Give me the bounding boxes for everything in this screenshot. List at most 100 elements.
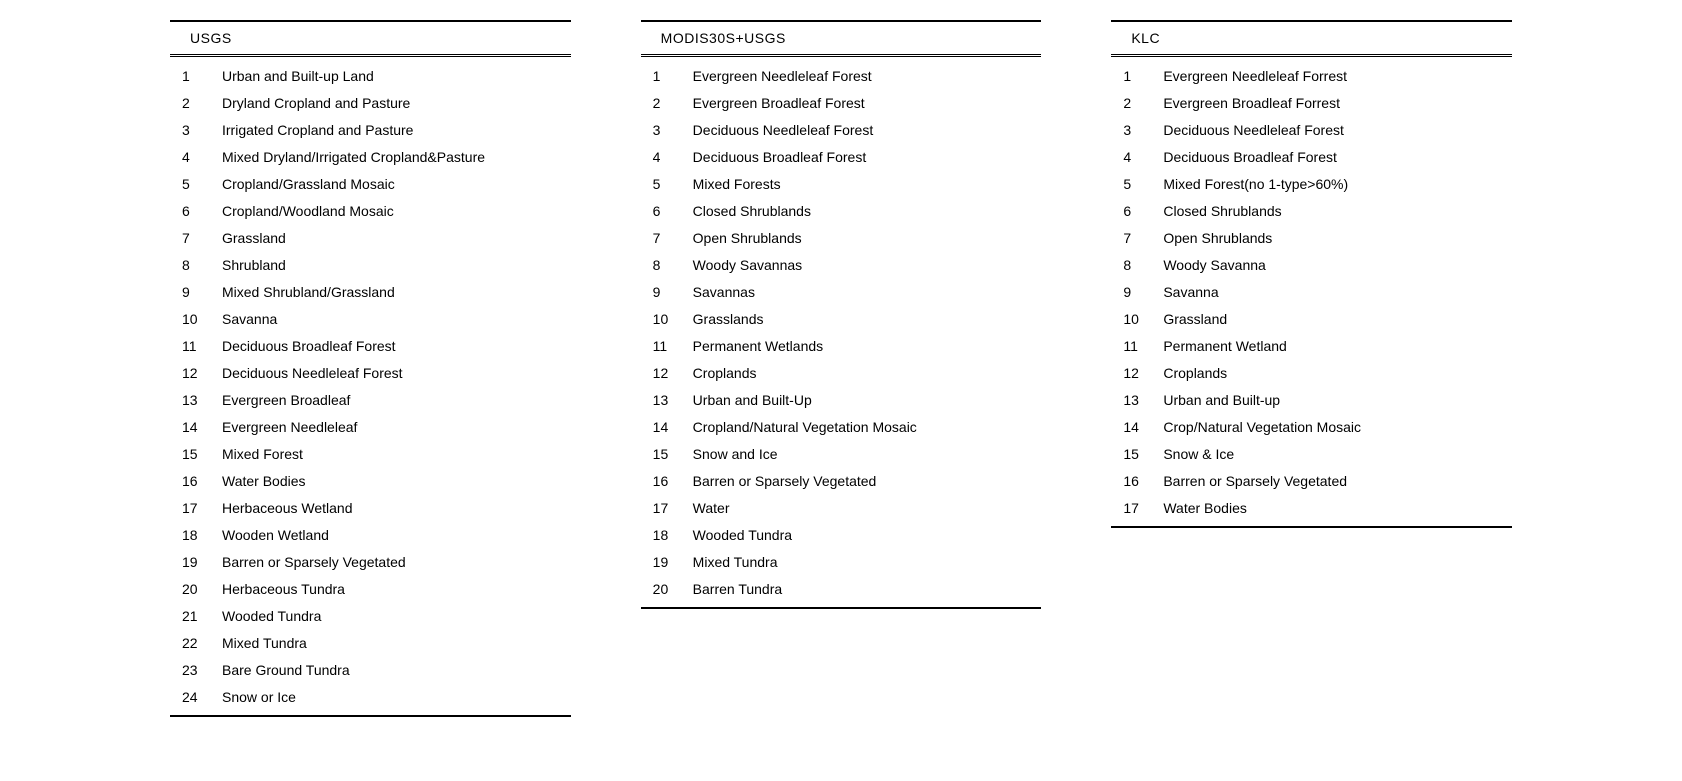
row-index: 8 (649, 255, 693, 276)
table-row: 1Urban and Built-up Land (170, 63, 571, 90)
table-row: 8Shrubland (170, 252, 571, 279)
row-index: 6 (178, 201, 222, 222)
row-label: Urban and Built-up Land (222, 66, 571, 87)
table-row: 13Urban and Built-up (1111, 387, 1512, 414)
table-row: 7Open Shrublands (641, 225, 1042, 252)
row-index: 17 (649, 498, 693, 519)
row-label: Grasslands (693, 309, 1042, 330)
row-index: 4 (649, 147, 693, 168)
row-index: 4 (178, 147, 222, 168)
row-index: 10 (178, 309, 222, 330)
table-row: 19Mixed Tundra (641, 549, 1042, 576)
row-index: 7 (178, 228, 222, 249)
table-row: 21Wooded Tundra (170, 603, 571, 630)
rule-bottom (170, 715, 571, 717)
row-label: Woody Savannas (693, 255, 1042, 276)
row-label: Deciduous Needleleaf Forest (1163, 120, 1512, 141)
row-label: Cropland/Woodland Mosaic (222, 201, 571, 222)
row-index: 24 (178, 687, 222, 708)
row-label: Shrubland (222, 255, 571, 276)
row-index: 11 (178, 336, 222, 357)
row-index: 13 (649, 390, 693, 411)
row-index: 20 (178, 579, 222, 600)
row-index: 9 (1119, 282, 1163, 303)
row-index: 13 (1119, 390, 1163, 411)
table-row: 6Closed Shrublands (1111, 198, 1512, 225)
table-row: 9Mixed Shrubland/Grassland (170, 279, 571, 306)
row-label: Evergreen Needleleaf Forrest (1163, 66, 1512, 87)
row-index: 16 (649, 471, 693, 492)
table-row: 15Snow & Ice (1111, 441, 1512, 468)
row-label: Mixed Tundra (693, 552, 1042, 573)
table-row: 20Herbaceous Tundra (170, 576, 571, 603)
row-label: Wooded Tundra (222, 606, 571, 627)
table-row: 17Herbaceous Wetland (170, 495, 571, 522)
row-label: Mixed Forests (693, 174, 1042, 195)
table-row: 11Permanent Wetland (1111, 333, 1512, 360)
row-label: Water Bodies (1163, 498, 1512, 519)
row-label: Barren or Sparsely Vegetated (222, 552, 571, 573)
rule-double (1111, 54, 1512, 57)
row-label: Grassland (1163, 309, 1512, 330)
row-index: 15 (1119, 444, 1163, 465)
table-title: KLC (1111, 22, 1512, 54)
table-row: 7Open Shrublands (1111, 225, 1512, 252)
row-index: 1 (649, 66, 693, 87)
row-index: 10 (649, 309, 693, 330)
row-label: Snow & Ice (1163, 444, 1512, 465)
row-label: Urban and Built-Up (693, 390, 1042, 411)
table-row: 2Evergreen Broadleaf Forest (641, 90, 1042, 117)
row-label: Deciduous Broadleaf Forest (693, 147, 1042, 168)
row-label: Deciduous Needleleaf Forest (693, 120, 1042, 141)
table-body: 1Urban and Built-up Land2Dryland Croplan… (170, 63, 571, 711)
row-label: Evergreen Broadleaf Forrest (1163, 93, 1512, 114)
row-label: Evergreen Needleleaf (222, 417, 571, 438)
rule-bottom (1111, 526, 1512, 528)
table-row: 10Savanna (170, 306, 571, 333)
row-index: 11 (649, 336, 693, 357)
row-label: Permanent Wetland (1163, 336, 1512, 357)
row-label: Snow or Ice (222, 687, 571, 708)
row-label: Mixed Forest(no 1-type>60%) (1163, 174, 1512, 195)
table-row: 15Mixed Forest (170, 441, 571, 468)
row-label: Savannas (693, 282, 1042, 303)
table-row: 12Croplands (1111, 360, 1512, 387)
table-title: MODIS30S+USGS (641, 22, 1042, 54)
table-row: 4Deciduous Broadleaf Forest (641, 144, 1042, 171)
row-index: 2 (178, 93, 222, 114)
table-row: 18Wooded Tundra (641, 522, 1042, 549)
row-label: Barren or Sparsely Vegetated (1163, 471, 1512, 492)
table-row: 3Irrigated Cropland and Pasture (170, 117, 571, 144)
row-label: Mixed Dryland/Irrigated Cropland&Pasture (222, 147, 571, 168)
rule-double (641, 54, 1042, 57)
row-label: Permanent Wetlands (693, 336, 1042, 357)
table-row: 9Savannas (641, 279, 1042, 306)
row-label: Evergreen Broadleaf (222, 390, 571, 411)
table-row: 17Water (641, 495, 1042, 522)
row-index: 3 (178, 120, 222, 141)
table-row: 11Deciduous Broadleaf Forest (170, 333, 571, 360)
row-index: 15 (649, 444, 693, 465)
row-label: Evergreen Needleleaf Forest (693, 66, 1042, 87)
row-index: 14 (1119, 417, 1163, 438)
row-index: 14 (178, 417, 222, 438)
row-index: 6 (1119, 201, 1163, 222)
row-label: Barren Tundra (693, 579, 1042, 600)
row-index: 7 (649, 228, 693, 249)
table-row: 4Deciduous Broadleaf Forest (1111, 144, 1512, 171)
row-label: Water (693, 498, 1042, 519)
row-label: Closed Shrublands (1163, 201, 1512, 222)
tables-container: USGS 1Urban and Built-up Land2Dryland Cr… (170, 20, 1512, 717)
row-label: Crop/Natural Vegetation Mosaic (1163, 417, 1512, 438)
table-row: 12Croplands (641, 360, 1042, 387)
row-label: Woody Savanna (1163, 255, 1512, 276)
table-body: 1Evergreen Needleleaf Forest 2Evergreen B… (641, 63, 1042, 603)
row-label: Deciduous Broadleaf Forest (222, 336, 571, 357)
row-index: 5 (1119, 174, 1163, 195)
row-label: Grassland (222, 228, 571, 249)
row-label: Cropland/Grassland Mosaic (222, 174, 571, 195)
row-label: Mixed Shrubland/Grassland (222, 282, 571, 303)
table-row: 5Cropland/Grassland Mosaic (170, 171, 571, 198)
table-row: 16Barren or Sparsely Vegetated (1111, 468, 1512, 495)
table-row: 5Mixed Forests (641, 171, 1042, 198)
